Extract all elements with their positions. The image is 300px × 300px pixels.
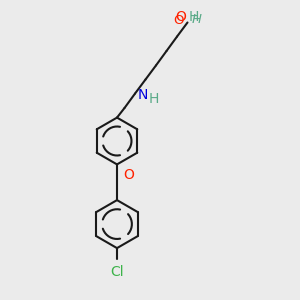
Text: O: O: [124, 168, 134, 182]
Text: O: O: [175, 10, 186, 24]
Text: O: O: [173, 14, 184, 27]
Text: Cl: Cl: [110, 265, 124, 279]
Text: H: H: [148, 92, 159, 106]
Text: H: H: [189, 10, 200, 24]
Text: N: N: [138, 88, 148, 102]
Text: H: H: [192, 13, 202, 26]
